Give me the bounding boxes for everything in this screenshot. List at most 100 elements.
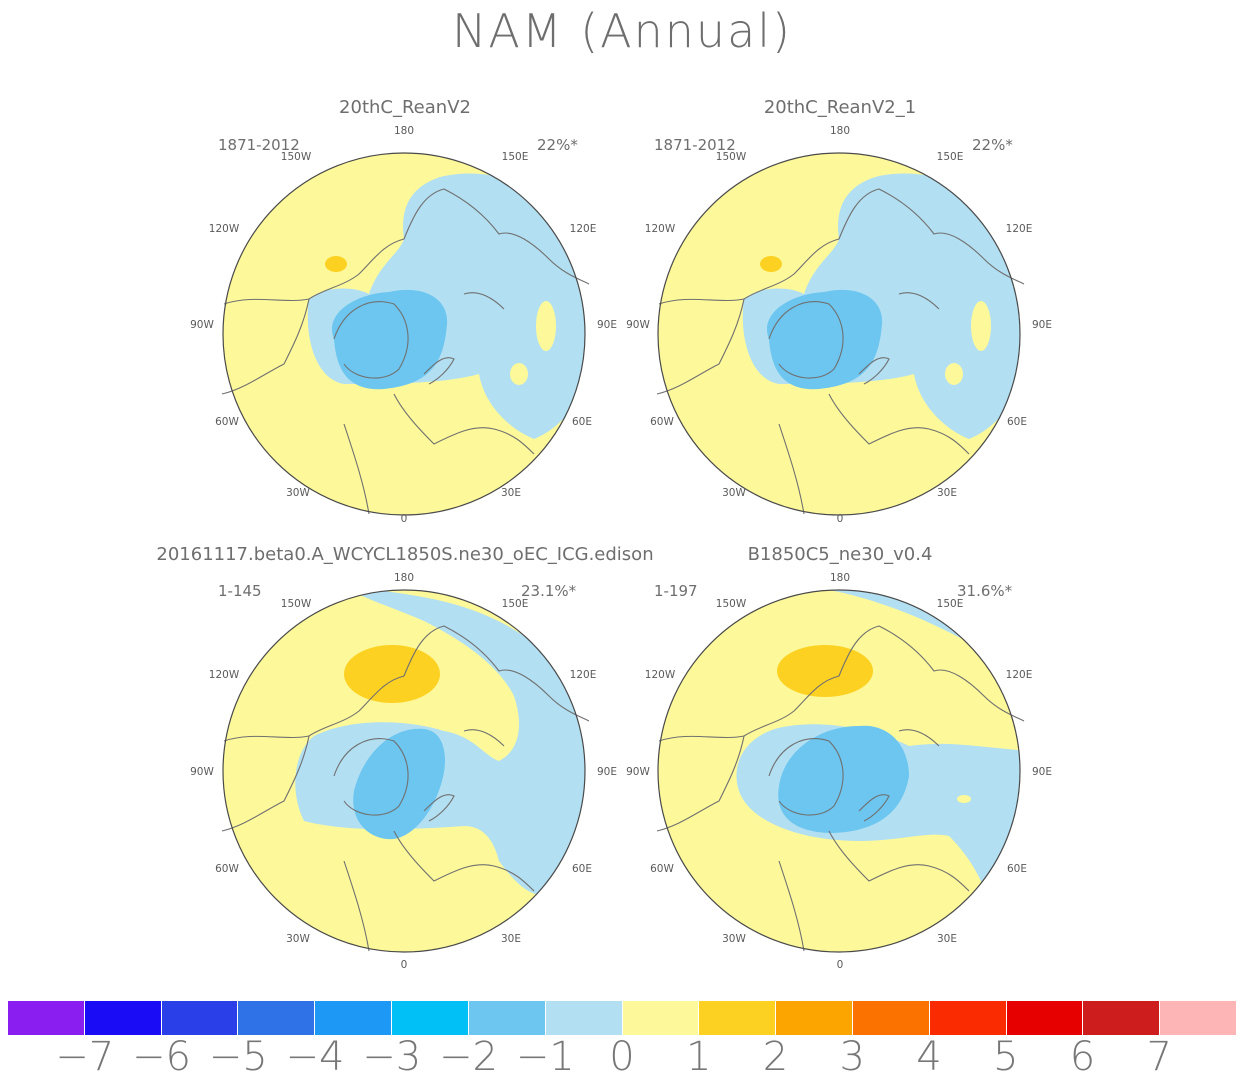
colorbar-tick-label: 1	[686, 1034, 712, 1080]
contour-fields	[658, 153, 1020, 515]
lon-label-150w: 150W	[715, 598, 747, 610]
colorbar-tick-label: −1	[515, 1034, 575, 1080]
lon-label-120e: 120E	[1005, 223, 1033, 235]
lon-label-120e: 120E	[569, 223, 597, 235]
colorbar-tick-label: −2	[439, 1034, 498, 1080]
lon-label-150w: 150W	[280, 151, 312, 163]
coastlines	[221, 625, 590, 952]
lon-label-180: 180	[393, 125, 415, 137]
colorbar-swatch	[776, 1001, 853, 1035]
colorbar-swatch	[392, 1001, 469, 1035]
lon-label-180: 180	[829, 572, 851, 584]
positive-anomaly-cell	[344, 645, 440, 703]
panel-period: 1871-2012	[218, 136, 300, 154]
panel-title: 20thC_ReanV2	[339, 97, 471, 118]
colorbar-tick-label: 5	[993, 1034, 1019, 1080]
colorbar-swatch	[468, 1001, 546, 1035]
lon-label-60e: 60E	[1007, 863, 1027, 875]
map-boundary	[222, 589, 586, 953]
colorbar-tick-label: 3	[839, 1034, 865, 1080]
colorbar-tick-label: −5	[208, 1034, 268, 1080]
lon-label-150e: 150E	[936, 151, 964, 163]
positive-anomaly-cell	[760, 256, 782, 272]
colorbar-tick-label: 2	[762, 1034, 789, 1080]
positive-anomaly-cell	[971, 301, 991, 351]
colorbar-swatch	[161, 1001, 239, 1035]
lon-label-60w: 60W	[650, 863, 674, 875]
panel-variance: 31.6%*	[957, 582, 1013, 600]
colorbar	[8, 1001, 1236, 1035]
colorbar-swatch	[852, 1001, 930, 1035]
panel-variance: 22%*	[972, 136, 1013, 154]
panel-title: 20161117.beta0.A_WCYCL1850S.ne30_oEC_ICG…	[156, 544, 654, 565]
lon-label-150e: 150E	[501, 598, 529, 610]
colorbar-tick-label: −3	[362, 1034, 422, 1080]
map-boundary	[222, 152, 586, 516]
lon-label-150w: 150W	[715, 151, 747, 163]
colorbar-swatch	[545, 1001, 623, 1035]
lon-label-180: 180	[393, 572, 415, 584]
lon-label-60w: 60W	[650, 416, 674, 428]
coastlines	[221, 188, 590, 515]
colorbar-swatch	[84, 1001, 162, 1035]
center-anomaly-region	[778, 725, 909, 833]
panel-variance: 22%*	[537, 136, 578, 154]
center-anomaly-region	[353, 728, 445, 840]
lon-label-0: 0	[836, 959, 844, 971]
polar-map	[656, 152, 1025, 516]
colorbar-tick-label: 7	[1146, 1034, 1172, 1080]
positive-anomaly-cell	[957, 795, 971, 803]
center-anomaly-region	[767, 289, 883, 390]
lon-label-30w: 30W	[286, 487, 310, 499]
lon-label-60e: 60E	[572, 416, 592, 428]
lon-label-0: 0	[400, 959, 408, 971]
lon-label-30e: 30E	[937, 487, 957, 499]
panel-period: 1-197	[654, 582, 698, 600]
panel-title: 20thC_ReanV2_1	[763, 97, 917, 118]
polar-map	[221, 589, 590, 953]
center-anomaly-region	[332, 289, 448, 390]
lon-label-90w: 90W	[626, 319, 650, 331]
lon-label-150e: 150E	[501, 151, 529, 163]
lon-label-120w: 120W	[208, 669, 240, 681]
lon-label-90e: 90E	[1032, 319, 1052, 331]
lon-label-30w: 30W	[722, 487, 746, 499]
coastlines	[656, 188, 1025, 515]
lon-label-30w: 30W	[286, 933, 310, 945]
lon-label-30e: 30E	[501, 933, 521, 945]
lon-label-120e: 120E	[569, 669, 597, 681]
lon-label-60e: 60E	[1007, 416, 1027, 428]
lon-label-120e: 120E	[1005, 669, 1033, 681]
map-boundary	[657, 589, 1021, 953]
positive-anomaly-cell	[510, 363, 528, 385]
panel-title: B1850C5_ne30_v0.4	[747, 544, 933, 565]
contour-fields	[223, 590, 585, 952]
lon-label-60w: 60W	[215, 416, 239, 428]
colorbar-swatch	[929, 1001, 1007, 1035]
lon-label-120w: 120W	[644, 669, 676, 681]
polar-map	[656, 589, 1025, 953]
lon-label-120w: 120W	[208, 223, 240, 235]
colorbar-tick-label: −4	[285, 1034, 345, 1080]
lon-label-0: 0	[400, 513, 408, 525]
colorbar-tick-label: 4	[916, 1034, 942, 1080]
lon-label-150e: 150E	[936, 598, 964, 610]
colorbar-swatch	[699, 1001, 777, 1035]
map-boundary	[657, 152, 1021, 516]
lon-label-60w: 60W	[215, 863, 239, 875]
lon-label-120w: 120W	[644, 223, 676, 235]
lon-label-90e: 90E	[1032, 766, 1052, 778]
colorbar-tick-label: 0	[609, 1034, 635, 1080]
positive-anomaly-cell	[536, 301, 556, 351]
polar-map	[221, 152, 590, 516]
colorbar-swatch	[1083, 1001, 1161, 1035]
lon-label-0: 0	[836, 513, 844, 525]
positive-anomaly-cell	[777, 645, 873, 697]
lon-label-150w: 150W	[280, 598, 312, 610]
panel-variance: 23.1%*	[521, 582, 577, 600]
colorbar-swatch	[238, 1001, 316, 1035]
colorbar-swatch	[1006, 1001, 1084, 1035]
contour-fields	[223, 153, 585, 515]
figure-title: NAM (Annual)	[452, 4, 792, 58]
positive-anomaly-cell	[325, 256, 347, 272]
